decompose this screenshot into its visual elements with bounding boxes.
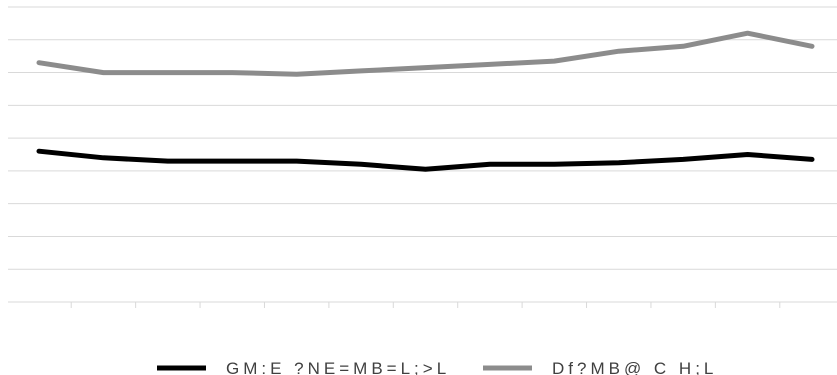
legend-label-series-2: Df?MB@ C H;L	[552, 359, 717, 375]
gridlines	[8, 6, 837, 303]
x-axis-ticks	[70, 302, 781, 308]
series-line-1	[36, 148, 815, 172]
series-layer	[36, 30, 815, 172]
legend: GM:E ?NE=MB=L;>L Df?MB@ C H;L	[157, 359, 717, 375]
series-line-2	[36, 30, 815, 77]
legend-label-series-1: GM:E ?NE=MB=L;>L	[226, 359, 450, 375]
